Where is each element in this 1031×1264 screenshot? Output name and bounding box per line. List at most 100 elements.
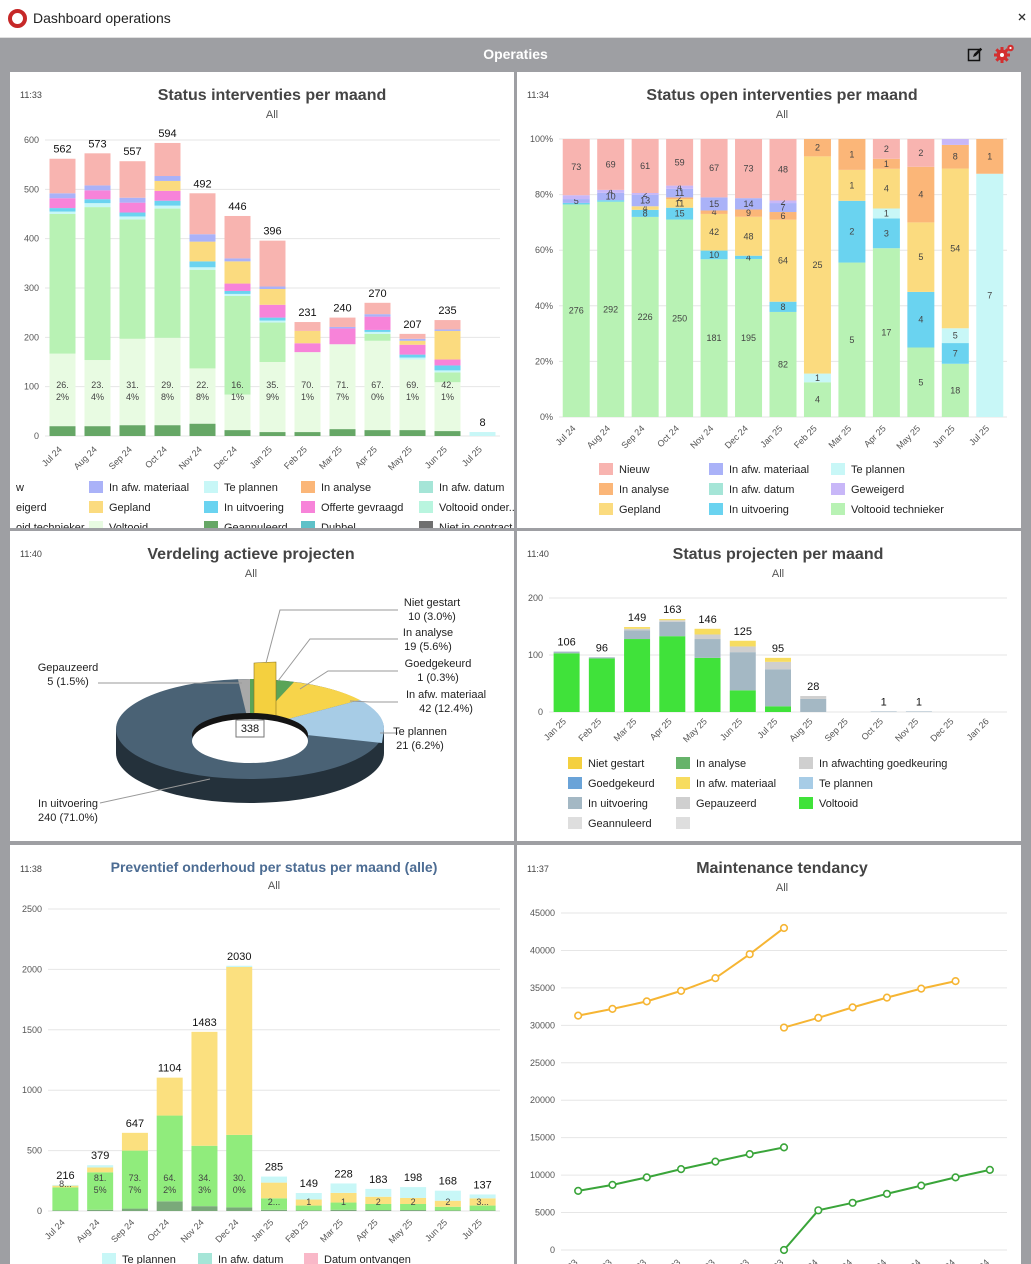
bar-segment-in-afw-materiaal[interactable] — [84, 185, 111, 191]
bar-segment-te-plannen[interactable] — [261, 1176, 287, 1183]
legend-swatch-datum-ontvangen[interactable] — [304, 1253, 318, 1264]
line-point[interactable] — [951, 977, 960, 986]
bar-segment-nieuw[interactable] — [119, 161, 146, 198]
bar-segment-nieuw[interactable] — [434, 320, 461, 330]
bar-segment-gepland[interactable] — [226, 966, 253, 1135]
bar-segment-voltooid[interactable] — [121, 1150, 148, 1209]
bar-segment-voltooid[interactable] — [84, 360, 111, 427]
bar-segment-voltooid[interactable] — [189, 368, 216, 424]
legend-swatch-dubbel[interactable] — [301, 521, 315, 528]
bar-segment-voltooid-technieker[interactable] — [597, 201, 625, 417]
bar-segment-in-uitvoering[interactable] — [259, 317, 286, 321]
bar-segment-in-afw-materiaal[interactable] — [631, 194, 659, 207]
line-point[interactable] — [779, 1245, 789, 1255]
legend-item-voltooid[interactable]: Voltooid — [819, 798, 858, 810]
bar-segment-in-uitvoering[interactable] — [84, 199, 111, 204]
legend-swatch-niet-gestart[interactable] — [568, 757, 582, 769]
legend-item-in-uitvoering[interactable]: In uitvoering — [729, 504, 789, 516]
bar-segment-in-uitvoering[interactable] — [700, 250, 728, 260]
bar-segment-overig[interactable] — [156, 1201, 183, 1211]
bar-segment-voltooid-technieker[interactable] — [224, 295, 251, 395]
legend-item-dubbel[interactable]: Dubbel — [321, 522, 356, 528]
legend-item-in-uitvoering[interactable]: In uitvoering — [588, 798, 648, 810]
bar-segment-geannuleerd[interactable] — [84, 426, 111, 436]
bar-segment-gepland[interactable] — [191, 1031, 218, 1146]
bar-segment-voltooid[interactable] — [659, 636, 686, 712]
bar-segment-overig[interactable] — [261, 1209, 287, 1211]
legend-swatch-blank[interactable] — [676, 817, 690, 829]
bar-segment-geweigerd[interactable] — [666, 185, 694, 189]
line-orange-b[interactable] — [783, 980, 956, 1029]
bar-segment-offerte-gevraagd[interactable] — [119, 202, 146, 213]
bar-segment-geannuleerd[interactable] — [49, 426, 76, 436]
bar-segment-in-uitvoering[interactable] — [364, 329, 391, 332]
legend-swatch-in-analyse[interactable] — [599, 483, 613, 495]
bar-segment-voltooid[interactable] — [364, 340, 391, 431]
bar-segment-geannuleerd[interactable] — [119, 425, 146, 436]
legend-swatch-niet-in-contract[interactable] — [419, 521, 433, 528]
legend-item-eigerd[interactable]: eigerd — [16, 502, 47, 514]
bar-segment-offerte-gevraagd[interactable] — [399, 344, 426, 355]
bar-segment-voltooid[interactable] — [729, 690, 756, 712]
bar-segment-overig[interactable] — [52, 1210, 79, 1211]
bar-segment-gepauzeerd[interactable] — [694, 634, 721, 640]
bar-segment-voltooid[interactable] — [224, 394, 251, 431]
bar-segment-gepland[interactable] — [87, 1167, 114, 1173]
bar-segment-in-uitvoering[interactable] — [597, 200, 625, 202]
line-point[interactable] — [917, 1181, 926, 1190]
bar-segment-in-analyse[interactable] — [941, 144, 969, 169]
bar-segment-nieuw[interactable] — [872, 139, 900, 159]
bar-segment-in-uitvoering[interactable] — [588, 657, 615, 659]
bar-segment-te-plannen[interactable] — [434, 1190, 461, 1201]
bar-segment-voltooid[interactable] — [329, 344, 356, 430]
bar-segment-geweigerd[interactable] — [769, 200, 797, 204]
legend-item-in-afw-materiaal[interactable]: In afw. materiaal — [729, 464, 809, 476]
line-point[interactable] — [608, 1004, 617, 1013]
bar-segment-in-afw-materiaal[interactable] — [434, 329, 461, 331]
line-orange-a[interactable] — [577, 927, 785, 1017]
bar-segment-nieuw[interactable] — [364, 302, 391, 315]
legend-item-datum-ontvangen[interactable]: Datum ontvangen — [324, 1254, 411, 1264]
bar-segment-te-plannen[interactable] — [154, 205, 181, 209]
legend-item-voltooid-onder[interactable]: Voltooid onder... — [439, 502, 514, 514]
bar-segment-gepland[interactable] — [469, 1198, 496, 1206]
bar-segment-te-plannen[interactable] — [189, 267, 216, 270]
legend-swatch-gepland[interactable] — [89, 501, 103, 513]
bar-segment-in-uitvoering[interactable] — [631, 209, 659, 217]
legend-item-gepland[interactable]: Gepland — [619, 504, 661, 516]
legend-item-in-afw-materiaal[interactable]: In afw. materiaal — [109, 482, 189, 494]
bar-segment-in-afw-materiaal[interactable] — [659, 619, 686, 621]
bar-segment-in-uitvoering[interactable] — [399, 354, 426, 358]
legend-item-w[interactable]: w — [15, 482, 24, 494]
legend-item-in-uitvoering[interactable]: In uitvoering — [224, 502, 284, 514]
bar-segment-in-uitvoering[interactable] — [729, 652, 756, 691]
legend-item-te-plannen[interactable]: Te plannen — [819, 778, 873, 790]
bar-segment-geannuleerd[interactable] — [434, 431, 461, 436]
bar-segment-voltooid-technieker[interactable] — [907, 347, 935, 418]
bar-segment-overig[interactable] — [330, 1209, 357, 1211]
bar-segment-in-uitvoering[interactable] — [765, 669, 791, 707]
legend-swatch-voltooid-technieker[interactable] — [831, 503, 845, 515]
bar-segment-geannuleerd[interactable] — [294, 432, 321, 436]
bar-segment-te-plannen[interactable] — [400, 1187, 427, 1198]
bar-segment-voltooid[interactable] — [553, 653, 580, 712]
bar-segment-gepland[interactable] — [872, 168, 900, 209]
bar-segment-in-afw-materiaal[interactable] — [765, 657, 791, 662]
bar-segment-voltooid-technieker[interactable] — [631, 216, 659, 417]
legend-swatch-in-uitvoering[interactable] — [709, 503, 723, 515]
bar-segment-gepland[interactable] — [52, 1185, 79, 1188]
bar-segment-in-uitvoering[interactable] — [872, 218, 900, 249]
bar-segment-voltooid[interactable] — [434, 382, 461, 432]
bar-segment-in-afw-materiaal[interactable] — [729, 640, 756, 647]
bar-segment-nieuw[interactable] — [224, 215, 251, 259]
line-point[interactable] — [745, 950, 754, 959]
settings-gear-icon[interactable] — [993, 44, 1015, 64]
bar-segment-in-uitvoering[interactable] — [769, 301, 797, 312]
bar-segment-te-plannen[interactable] — [469, 1194, 496, 1199]
bar-segment-nieuw[interactable] — [631, 139, 659, 194]
bar-segment-nieuw[interactable] — [154, 142, 181, 177]
bar-segment-te-plannen[interactable] — [224, 293, 251, 296]
legend-item-voltooid-technieker[interactable]: Voltooid technieker — [851, 504, 944, 516]
bar-segment-in-analyse[interactable] — [700, 210, 728, 214]
bar-segment-overig[interactable] — [87, 1209, 114, 1211]
